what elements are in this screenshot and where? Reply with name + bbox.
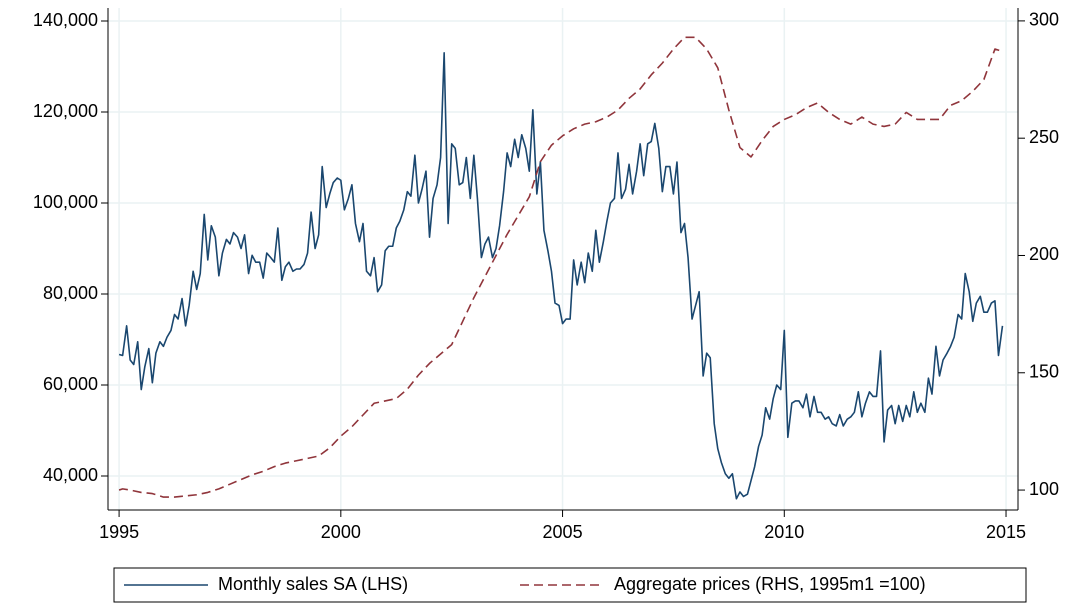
series-layer: [118, 36, 1004, 500]
series-line: [118, 36, 1003, 498]
y-tick-label: 40,000: [43, 465, 98, 485]
y2-tick-label: 100: [1029, 479, 1059, 499]
y2-tick-label: 300: [1029, 10, 1059, 30]
legend-label: Aggregate prices (RHS, 1995m1 =100): [614, 574, 926, 594]
y2-tick-label: 250: [1029, 127, 1059, 147]
x-tick-label: 2015: [986, 522, 1026, 542]
y-tick-label: 100,000: [33, 192, 98, 212]
legend: Monthly sales SA (LHS) Aggregate prices (…: [113, 567, 1027, 603]
axes: 1995 2000 2005 2010 2015 40,000 60,000 80,000 10…: [33, 8, 1059, 542]
x-tick-label: 1995: [99, 522, 139, 542]
series-line: [118, 52, 1004, 500]
legend-label: Monthly sales SA (LHS): [218, 574, 408, 594]
y2-tick-label: 150: [1029, 362, 1059, 382]
y-tick-label: 140,000: [33, 10, 98, 30]
x-tick-label: 2005: [543, 522, 583, 542]
x-tick-label: 2000: [321, 522, 361, 542]
y-tick-label: 80,000: [43, 283, 98, 303]
y2-tick-label: 200: [1029, 244, 1059, 264]
y-tick-label: 120,000: [33, 101, 98, 121]
y-tick-label: 60,000: [43, 374, 98, 394]
x-tick-label: 2010: [764, 522, 804, 542]
grid: [108, 8, 1018, 510]
